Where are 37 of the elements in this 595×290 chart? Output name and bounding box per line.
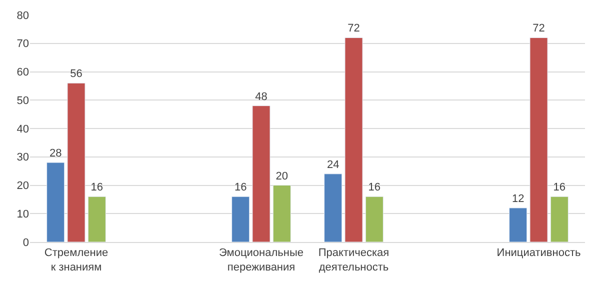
data-label: 72 <box>348 22 360 35</box>
x-tick-label: Эмоциональные переживания <box>219 247 304 274</box>
y-tick-label: 60 <box>16 66 29 79</box>
bar <box>88 196 106 242</box>
data-label: 16 <box>368 182 381 194</box>
bar <box>344 37 363 242</box>
y-tick-label: 50 <box>16 94 29 107</box>
data-label: 16 <box>234 182 247 194</box>
y-tick-label: 20 <box>16 180 29 192</box>
x-tick-label: Стремление к знаниям <box>44 247 108 274</box>
bar <box>252 106 270 242</box>
bar <box>509 208 528 242</box>
y-tick-label: 40 <box>16 123 29 136</box>
y-tick-label: 0 <box>22 236 29 249</box>
data-label: 72 <box>532 22 545 35</box>
x-tick-label: Инициативность <box>496 247 581 260</box>
data-label: 56 <box>70 68 82 80</box>
y-tick-label: 10 <box>16 208 29 220</box>
data-label: 28 <box>49 148 62 160</box>
bar <box>365 196 384 242</box>
bar <box>232 196 250 242</box>
bar <box>530 37 548 242</box>
data-label: 16 <box>90 182 104 194</box>
y-tick-label: 70 <box>16 38 29 50</box>
data-label: 24 <box>326 158 340 171</box>
data-label: 20 <box>276 170 288 182</box>
bar <box>324 174 342 242</box>
bar <box>46 162 65 242</box>
x-tick-label: Практическая деятельность <box>318 247 390 274</box>
bar <box>550 196 568 242</box>
bar <box>272 185 291 242</box>
y-tick-label: 30 <box>16 152 29 164</box>
bar <box>67 82 86 242</box>
data-label: 12 <box>512 192 524 205</box>
y-tick-label: 80 <box>16 10 29 22</box>
data-label: 16 <box>553 182 566 194</box>
data-label: 48 <box>255 90 268 103</box>
